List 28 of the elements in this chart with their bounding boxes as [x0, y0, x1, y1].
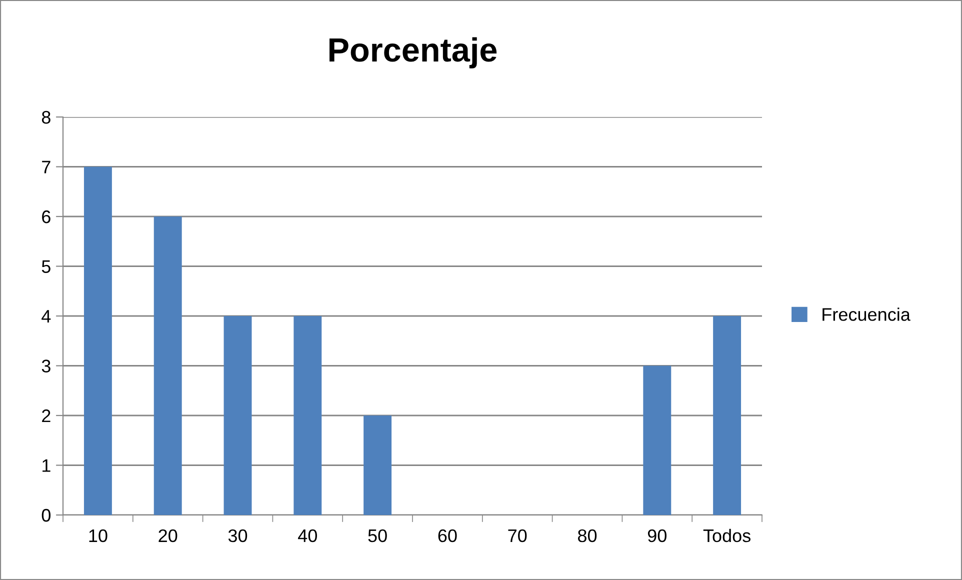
x-tick-label: 80 [578, 529, 597, 542]
x-tick-label: 70 [508, 529, 527, 542]
x-tick-label: 60 [438, 529, 457, 542]
chart-title: Porcentaje [330, 37, 497, 68]
x-tick-label: 30 [228, 529, 248, 542]
x-tick-label: 20 [158, 529, 178, 542]
y-tick-label: 0 [42, 508, 50, 522]
y-tick-label: 3 [42, 360, 50, 372]
x-tick-label: 10 [89, 529, 108, 542]
bar [364, 416, 392, 515]
bar [154, 216, 182, 515]
x-tick-label: 40 [298, 529, 317, 542]
y-tick-label: 4 [42, 310, 51, 323]
x-tick-label: 90 [648, 529, 666, 542]
y-tick-label: 1 [42, 459, 50, 472]
legend-label: Frecuencia [822, 308, 910, 321]
y-tick-label: 6 [42, 210, 50, 224]
bar [713, 316, 742, 515]
bar [294, 316, 322, 515]
y-tick-label: 2 [42, 409, 50, 422]
y-tick-label: 5 [42, 260, 50, 273]
bar [643, 366, 672, 515]
y-tick-label: 7 [42, 160, 50, 174]
y-tick-label: 8 [42, 110, 50, 124]
x-tick-label: 50 [368, 529, 387, 542]
bar [84, 166, 112, 515]
bar [224, 316, 252, 515]
x-tick-label: Todos [703, 528, 750, 542]
